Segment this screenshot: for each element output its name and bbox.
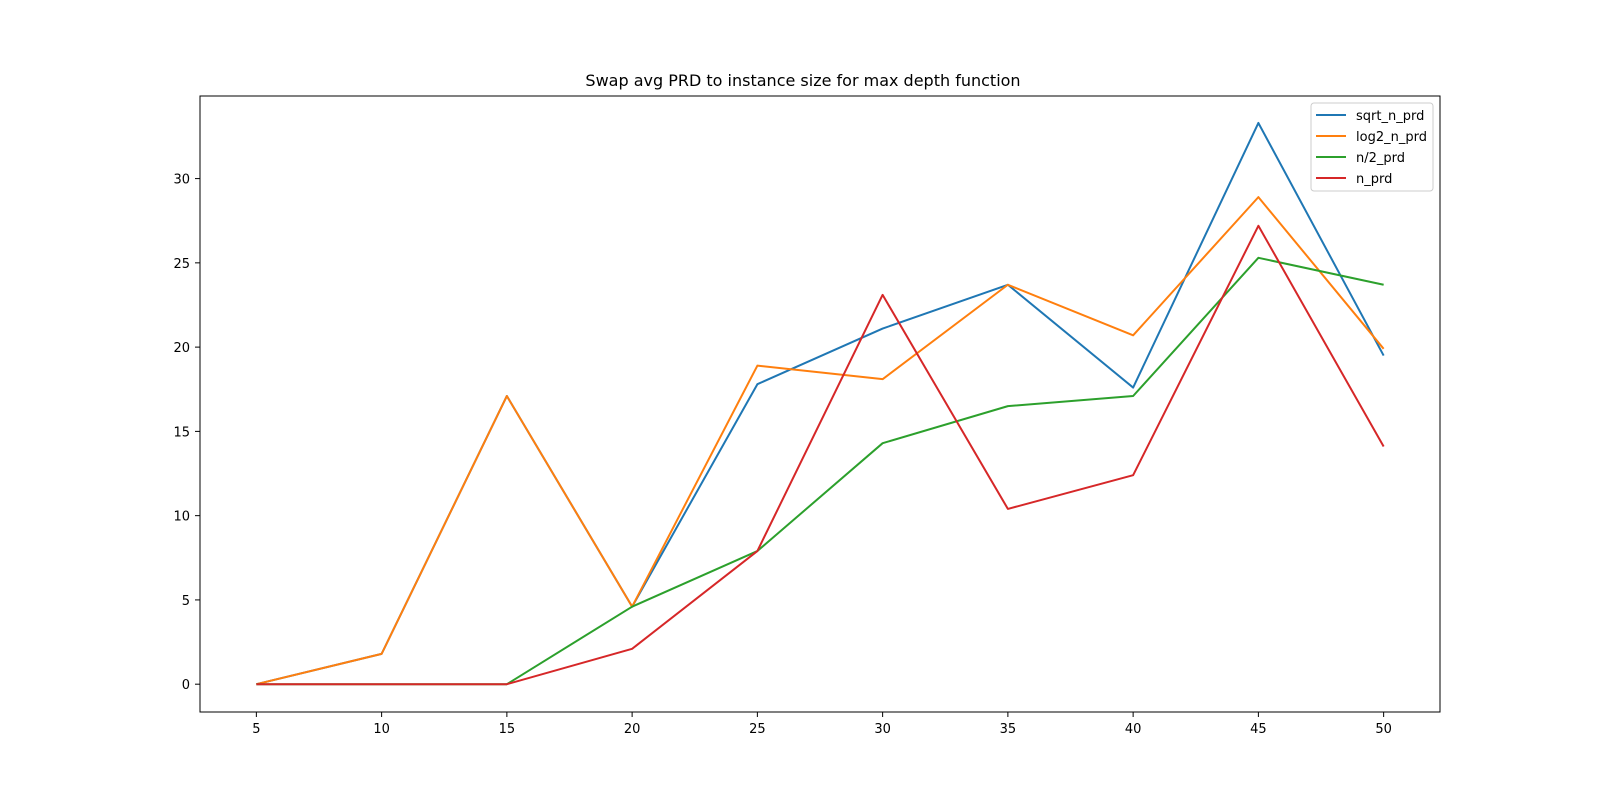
chart-title: Swap avg PRD to instance size for max de… bbox=[585, 71, 1020, 90]
x-tick-label: 25 bbox=[749, 722, 766, 737]
x-tick-label: 10 bbox=[373, 722, 390, 737]
y-tick-label: 15 bbox=[173, 425, 190, 440]
x-tick-label: 45 bbox=[1250, 722, 1267, 737]
axes: 5 10 15 20 25 30 35 40 45 50 0 5 10 15 20 25 30 bbox=[173, 173, 1391, 737]
legend: sqrt_n_prd log2_n_prd n/2_prd n_prd bbox=[1310, 102, 1434, 192]
series-line-n-prd bbox=[256, 224, 1385, 686]
plot-area-frame bbox=[199, 95, 1441, 713]
x-tick-label: 30 bbox=[874, 722, 891, 737]
x-tick-label: 20 bbox=[624, 722, 641, 737]
legend-label: n_prd bbox=[1356, 172, 1392, 187]
series-line-log2-n-prd bbox=[256, 196, 1385, 686]
series-line-sqrt-n-prd bbox=[256, 121, 1385, 686]
y-tick-label: 10 bbox=[173, 510, 190, 525]
x-tick-label: 5 bbox=[252, 722, 260, 737]
legend-label: n/2_prd bbox=[1356, 151, 1405, 166]
legend-box bbox=[1310, 102, 1434, 192]
x-tick-label: 40 bbox=[1125, 722, 1142, 737]
y-tick-label: 20 bbox=[173, 341, 190, 356]
legend-label: log2_n_prd bbox=[1356, 130, 1427, 145]
legend-label: sqrt_n_prd bbox=[1356, 109, 1424, 124]
y-tick-label: 30 bbox=[173, 173, 190, 188]
x-tick-label: 15 bbox=[499, 722, 516, 737]
plot-layer bbox=[256, 121, 1385, 686]
y-tick-label: 25 bbox=[173, 257, 190, 272]
series-line-n-2-prd bbox=[256, 256, 1384, 686]
y-tick-label: 5 bbox=[182, 594, 190, 609]
y-tick-label: 0 bbox=[182, 678, 190, 693]
x-tick-label: 50 bbox=[1375, 722, 1392, 737]
x-tick-label: 35 bbox=[1000, 722, 1017, 737]
